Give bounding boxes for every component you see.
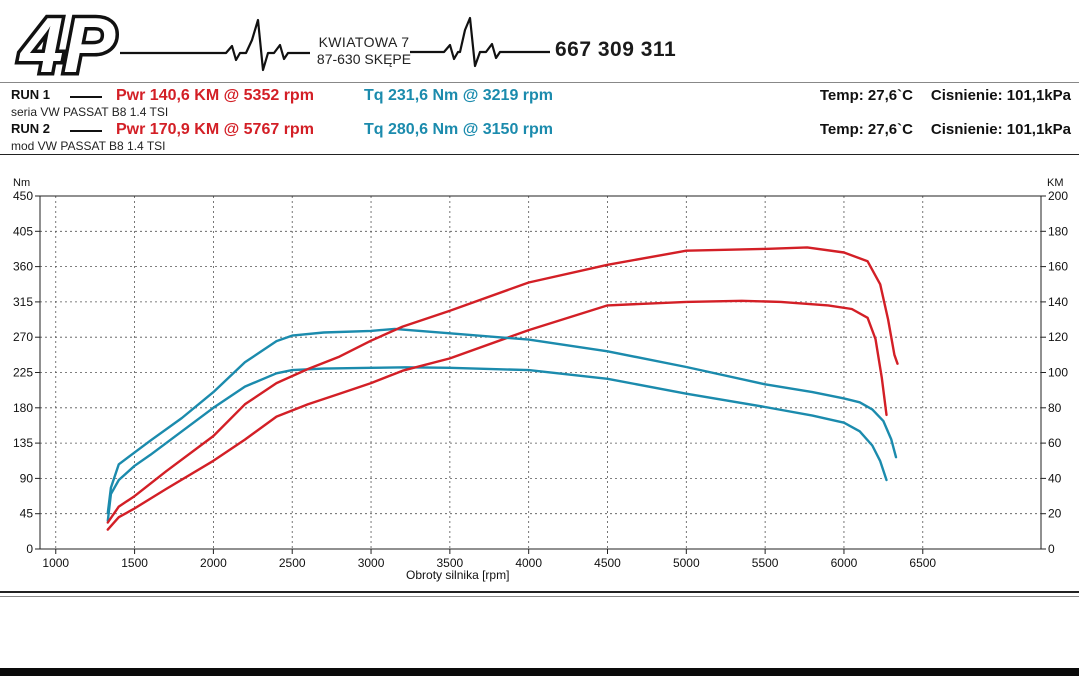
svg-text:4P: 4P xyxy=(18,1,116,82)
x-tick-label: 3500 xyxy=(437,556,464,570)
y-right-axis-label: KM xyxy=(1047,177,1064,189)
pressure: Cisnienie: 101,1kPa xyxy=(930,121,1071,138)
y-right-tick-label: 100 xyxy=(1048,366,1068,380)
y-left-tick-label: 90 xyxy=(20,471,34,485)
y-right-tick-label: 40 xyxy=(1048,471,1062,485)
run-2-row: RUN 2 Pwr 170,9 KM @ 5767 rpm Tq 280,6 N… xyxy=(0,121,1079,141)
conditions: Temp: 27,6`C Cisnienie: 101,1kPa xyxy=(820,121,1071,138)
pressure: Cisnienie: 101,1kPa xyxy=(930,87,1071,104)
x-tick-label: 3000 xyxy=(358,556,385,570)
y-left-tick-label: 315 xyxy=(13,295,33,309)
run-label: RUN 1 xyxy=(11,87,51,102)
x-tick-label: 2500 xyxy=(279,556,306,570)
x-tick-label: 5000 xyxy=(673,556,700,570)
y-right-tick-label: 140 xyxy=(1048,295,1068,309)
y-left-tick-label: 45 xyxy=(20,507,34,521)
y-left-tick-label: 225 xyxy=(13,366,33,380)
x-tick-label: 6500 xyxy=(909,556,936,570)
y-right-tick-label: 160 xyxy=(1048,260,1068,274)
header: 4P 4P KWIATOWA 7 87-630 SKĘPE 667 309 31… xyxy=(0,0,1079,82)
y-right-tick-label: 180 xyxy=(1048,224,1068,238)
y-right-tick-label: 60 xyxy=(1048,436,1062,450)
torque-peak: Tq 280,6 Nm @ 3150 rpm xyxy=(364,121,554,138)
axes: 1000 1500 2000 2500 3000 3500 4000 4500 5000 5500… xyxy=(13,177,1068,582)
run-label: RUN 2 xyxy=(11,121,51,136)
x-tick-label: 6000 xyxy=(831,556,858,570)
run-line-swatch xyxy=(70,130,102,132)
y-right-tick-label: 120 xyxy=(1048,330,1068,344)
y-right-tick-label: 80 xyxy=(1048,401,1062,415)
x-tick-label: 4500 xyxy=(594,556,621,570)
run-1-row: RUN 1 Pwr 140,6 KM @ 5352 rpm Tq 231,6 N… xyxy=(0,87,1079,107)
run-info: RUN 1 Pwr 140,6 KM @ 5352 rpm Tq 231,6 N… xyxy=(0,86,1079,154)
divider xyxy=(0,596,1079,597)
power-curve-run-1 xyxy=(106,299,888,531)
torque-peak: Tq 231,6 Nm @ 3219 rpm xyxy=(364,87,554,104)
run-line-swatch xyxy=(70,96,102,98)
x-tick-label: 1500 xyxy=(121,556,148,570)
x-tick-label: 4000 xyxy=(515,556,542,570)
y-left-tick-label: 135 xyxy=(13,436,33,450)
temperature: Temp: 27,6`C xyxy=(819,121,913,138)
y-right-tick-label: 20 xyxy=(1048,507,1062,521)
heartbeat-line-right xyxy=(410,16,550,68)
torque-curve-run-2 xyxy=(106,327,898,515)
conditions: Temp: 27,6`C Cisnienie: 101,1kPa xyxy=(820,87,1071,104)
svg-text:4P: 4P xyxy=(18,1,116,82)
y-right-tick-label: 0 xyxy=(1048,542,1055,556)
x-tick-label: 1000 xyxy=(42,556,69,570)
y-right-tick-label: 200 xyxy=(1048,189,1068,203)
temperature: Temp: 27,6`C xyxy=(819,87,913,104)
power-curve-run-2 xyxy=(106,246,899,524)
divider xyxy=(0,82,1079,83)
run-1-description: seria VW PASSAT B8 1.4 TSI xyxy=(11,105,169,119)
power-peak: Pwr 140,6 KM @ 5352 rpm xyxy=(116,87,314,104)
bottom-bar xyxy=(0,668,1079,676)
x-axis-label: Obroty silnika [rpm] xyxy=(406,568,509,582)
y-left-tick-label: 405 xyxy=(13,224,33,238)
y-left-tick-label: 180 xyxy=(13,401,33,415)
y-left-tick-label: 270 xyxy=(13,330,33,344)
phone-number: 667 309 311 xyxy=(555,38,677,61)
logo-4p: 4P 4P xyxy=(15,0,120,82)
dyno-chart: 1000 1500 2000 2500 3000 3500 4000 4500 5000 5500… xyxy=(13,177,1068,582)
y-left-tick-label: 0 xyxy=(26,542,33,556)
address: KWIATOWA 7 87-630 SKĘPE xyxy=(316,34,412,67)
x-tick-label: 2000 xyxy=(200,556,227,570)
power-peak: Pwr 170,9 KM @ 5767 rpm xyxy=(116,121,314,138)
y-left-tick-label: 360 xyxy=(13,260,33,274)
y-left-axis-label: Nm xyxy=(13,177,30,189)
heartbeat-line-left xyxy=(120,18,310,72)
run-2-description: mod VW PASSAT B8 1.4 TSI xyxy=(11,139,166,153)
torque-curve-run-1 xyxy=(106,366,888,522)
divider xyxy=(0,154,1079,155)
x-tick-label: 5500 xyxy=(752,556,779,570)
divider xyxy=(0,591,1079,593)
y-left-tick-label: 450 xyxy=(13,189,33,203)
series xyxy=(106,246,899,531)
